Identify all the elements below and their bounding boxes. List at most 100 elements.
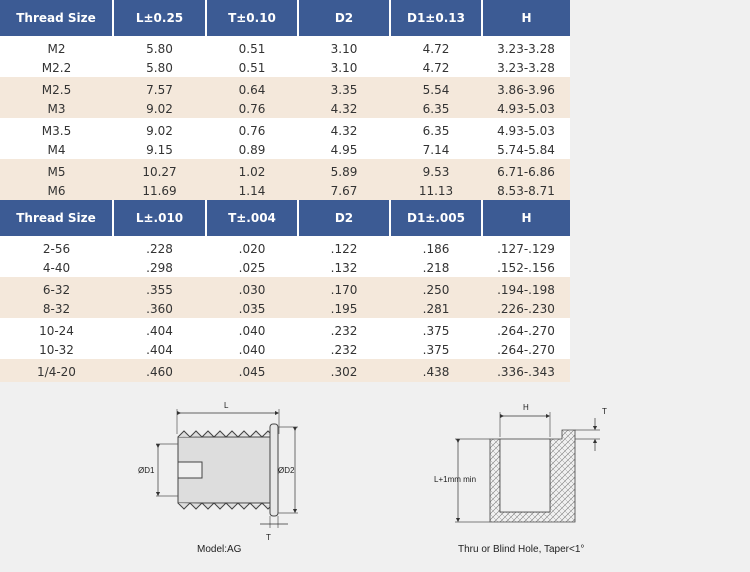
table-cell: .186 <box>390 236 482 258</box>
table-cell: .122 <box>298 236 390 258</box>
table-cell: .035 <box>206 299 298 318</box>
dim-h-label: H <box>523 403 529 412</box>
table-cell: .281 <box>390 299 482 318</box>
table-cell: 3.35 <box>298 77 390 99</box>
hole-caption: Thru or Blind Hole, Taper<1° <box>458 544 585 555</box>
header-h: H <box>482 200 570 236</box>
table-row: M3 9.02 0.76 4.32 6.35 4.93-5.03 <box>0 99 570 118</box>
table-cell: .228 <box>113 236 206 258</box>
table-cell: 0.89 <box>206 140 298 159</box>
table-cell: 7.67 <box>298 181 390 200</box>
table-cell: 1.02 <box>206 159 298 181</box>
hole-drawing: H T L+1mm min <box>434 403 607 523</box>
header-h: H <box>482 0 570 36</box>
table-cell: 3.10 <box>298 58 390 77</box>
dim-d2-label: ØD2 <box>278 466 295 475</box>
table-cell: 0.64 <box>206 77 298 99</box>
thread-size-cell: 6-32 <box>0 277 113 299</box>
thread-size-cell: M2.5 <box>0 77 113 99</box>
table-cell: .250 <box>390 277 482 299</box>
table-cell: 0.51 <box>206 58 298 77</box>
thread-size-cell: M3.5 <box>0 118 113 140</box>
table-cell: .264-.270 <box>482 318 570 340</box>
table-cell: 4.32 <box>298 118 390 140</box>
table-row: 10-24.404.040.232.375.264-.270 <box>0 318 570 340</box>
table-row: M6 11.69 1.14 7.67 11.13 8.53-8.71 <box>0 181 570 200</box>
insert-caption: Model:AG <box>197 544 242 555</box>
table-cell: .264-.270 <box>482 340 570 359</box>
table-cell: .195 <box>298 299 390 318</box>
table-cell: .040 <box>206 340 298 359</box>
technical-drawings: L ØD1 ØD2 T Model:AG <box>0 382 750 572</box>
table-cell: 10.27 <box>113 159 206 181</box>
table-cell: .232 <box>298 318 390 340</box>
thread-size-cell: M5 <box>0 159 113 181</box>
table-cell: 4.93-5.03 <box>482 99 570 118</box>
table-cell: 4.95 <box>298 140 390 159</box>
metric-spec-table: Thread Size L±0.25 T±0.10 D2 D1±0.13 H M… <box>0 0 570 200</box>
table-cell: .020 <box>206 236 298 258</box>
table-cell: 3.23-3.28 <box>482 58 570 77</box>
table-cell: .460 <box>113 359 206 381</box>
table-cell: 4.32 <box>298 99 390 118</box>
thread-size-cell: 1/4-20 <box>0 359 113 381</box>
table-cell: .127-.129 <box>482 236 570 258</box>
table-cell: .302 <box>298 359 390 381</box>
header-l: L±.010 <box>113 200 207 236</box>
table-cell: 8.53-8.71 <box>482 181 570 200</box>
table-cell: .298 <box>113 258 206 277</box>
inch-table-body: 2-56.228.020.122.186.127-.129 4-40.298.02… <box>0 236 570 400</box>
table-row: M3.5 9.02 0.76 4.32 6.35 4.93-5.03 <box>0 118 570 140</box>
dim-t-label: T <box>266 533 271 542</box>
table-cell: .404 <box>113 318 206 340</box>
inch-spec-table: Thread Size L±.010 T±.004 D2 D1±.005 H 2… <box>0 200 570 400</box>
table-cell: .152-.156 <box>482 258 570 277</box>
table-row: M4 9.15 0.89 4.95 7.14 5.74-5.84 <box>0 140 570 159</box>
table-cell: 5.80 <box>113 58 206 77</box>
table-cell: .375 <box>390 340 482 359</box>
spec-tables: Thread Size L±0.25 T±0.10 D2 D1±0.13 H M… <box>0 0 570 400</box>
table-cell: 4.72 <box>390 36 482 58</box>
header-l: L±0.25 <box>113 0 207 36</box>
table-cell: .194-.198 <box>482 277 570 299</box>
table-cell: .025 <box>206 258 298 277</box>
table-cell: 5.89 <box>298 159 390 181</box>
table-cell: .030 <box>206 277 298 299</box>
table-cell: 4.93-5.03 <box>482 118 570 140</box>
header-d2: D2 <box>298 200 391 236</box>
table-cell: 6.35 <box>390 118 482 140</box>
table-cell: 7.14 <box>390 140 482 159</box>
table-row: M2 5.80 0.51 3.10 4.72 3.23-3.28 <box>0 36 570 58</box>
thread-size-cell: 4-40 <box>0 258 113 277</box>
thread-size-cell: 2-56 <box>0 236 113 258</box>
thread-size-cell: M2 <box>0 36 113 58</box>
table-cell: 0.76 <box>206 118 298 140</box>
table-cell: 11.13 <box>390 181 482 200</box>
table-cell: 3.86-3.96 <box>482 77 570 99</box>
header-thread-size: Thread Size <box>0 200 114 236</box>
table-cell: .170 <box>298 277 390 299</box>
table-cell: 3.23-3.28 <box>482 36 570 58</box>
thread-size-cell: 10-32 <box>0 340 113 359</box>
table-cell: 9.02 <box>113 118 206 140</box>
table-cell: 5.74-5.84 <box>482 140 570 159</box>
header-thread-size: Thread Size <box>0 0 114 36</box>
dim-t-label: T <box>602 407 607 416</box>
table-row: 8-32.360.035.195.281.226-.230 <box>0 299 570 318</box>
table-cell: 9.53 <box>390 159 482 181</box>
inch-header-row: Thread Size L±.010 T±.004 D2 D1±.005 H <box>0 200 570 236</box>
table-cell: .232 <box>298 340 390 359</box>
table-cell: 0.51 <box>206 36 298 58</box>
table-cell: .355 <box>113 277 206 299</box>
table-cell: .438 <box>390 359 482 381</box>
table-row: 4-40.298.025.132.218.152-.156 <box>0 258 570 277</box>
dim-depth-label: L+1mm min <box>434 475 476 484</box>
table-cell: .360 <box>113 299 206 318</box>
table-cell: 11.69 <box>113 181 206 200</box>
table-row: 1/4-20.460.045.302.438.336-.343 <box>0 359 570 381</box>
metric-header-row: Thread Size L±0.25 T±0.10 D2 D1±0.13 H <box>0 0 570 36</box>
table-cell: .218 <box>390 258 482 277</box>
table-cell: 3.10 <box>298 36 390 58</box>
insert-drawing: L ØD1 ØD2 T <box>138 401 298 542</box>
table-row: M5 10.27 1.02 5.89 9.53 6.71-6.86 <box>0 159 570 181</box>
